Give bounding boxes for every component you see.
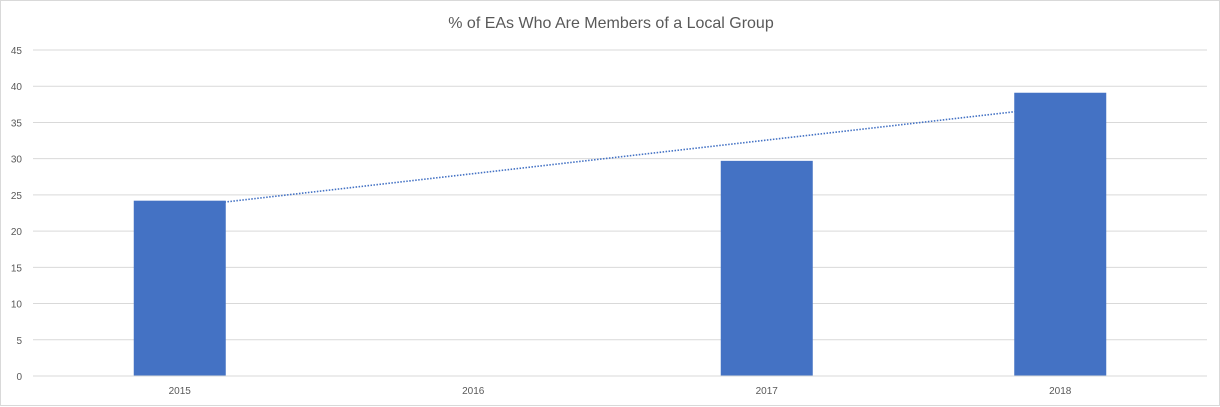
bar-2018 bbox=[1014, 92, 1107, 377]
y-tick-label: 35 bbox=[11, 118, 23, 129]
y-tick-label: 0 bbox=[16, 372, 22, 383]
bar-2017 bbox=[720, 160, 813, 376]
x-tick-label: 2017 bbox=[756, 386, 779, 397]
y-tick-label: 20 bbox=[11, 227, 23, 238]
x-tick-label: 2016 bbox=[462, 386, 485, 397]
y-tick-label: 10 bbox=[11, 300, 23, 311]
bar-2015 bbox=[133, 200, 226, 376]
y-tick-label: 30 bbox=[11, 155, 23, 166]
y-tick-label: 25 bbox=[11, 191, 23, 202]
trendline bbox=[179, 105, 1061, 208]
chart-title: % of EAs Who Are Members of a Local Grou… bbox=[448, 15, 774, 32]
x-tick-label: 2018 bbox=[1049, 386, 1072, 397]
x-tick-label: 2015 bbox=[169, 386, 192, 397]
y-tick-label: 40 bbox=[11, 82, 23, 93]
y-tick-label: 5 bbox=[16, 336, 22, 347]
y-tick-label: 15 bbox=[11, 263, 23, 274]
y-tick-label: 45 bbox=[11, 46, 23, 57]
